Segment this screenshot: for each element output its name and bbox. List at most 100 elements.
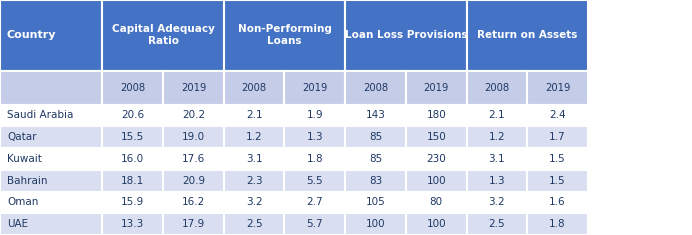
Bar [466,213,527,235]
Bar [527,213,588,235]
Bar [224,70,284,105]
Text: Kuwait: Kuwait [7,154,42,164]
Bar [466,0,588,70]
Bar [224,0,345,70]
Bar [406,70,466,105]
Text: Bahrain: Bahrain [7,176,48,186]
Text: 1.6: 1.6 [549,197,566,208]
Bar [406,105,466,126]
Text: 1.5: 1.5 [549,154,566,164]
Text: 1.5: 1.5 [549,176,566,186]
Bar [284,105,345,126]
Bar [466,192,527,213]
Text: Oman: Oman [7,197,38,208]
Text: 5.7: 5.7 [307,219,323,229]
Text: 2019: 2019 [181,82,206,93]
Bar [0,213,102,235]
Text: 2.5: 2.5 [246,219,262,229]
Text: 100: 100 [365,219,385,229]
Text: 17.9: 17.9 [182,219,205,229]
Bar [284,192,345,213]
Bar [224,170,284,192]
Text: 2008: 2008 [120,82,145,93]
Bar [0,192,102,213]
Text: 20.6: 20.6 [121,110,145,121]
Bar [102,192,163,213]
Bar [345,213,406,235]
Bar [527,105,588,126]
Text: 1.3: 1.3 [489,176,505,186]
Text: 2019: 2019 [424,82,449,93]
Text: 85: 85 [369,154,382,164]
Bar [163,170,224,192]
Bar [0,70,102,105]
Text: 85: 85 [369,132,382,142]
Bar [345,170,406,192]
Text: 2.4: 2.4 [549,110,566,121]
Bar [163,105,224,126]
Bar [466,70,527,105]
Text: 1.8: 1.8 [549,219,566,229]
Bar [0,126,102,148]
Bar [527,170,588,192]
Text: 13.3: 13.3 [121,219,145,229]
Text: 3.1: 3.1 [489,154,505,164]
Text: 1.7: 1.7 [549,132,566,142]
Text: 100: 100 [426,219,446,229]
Bar [0,148,102,170]
Bar [102,105,163,126]
Bar [102,126,163,148]
Bar [406,148,466,170]
Bar [345,148,406,170]
Bar [466,148,527,170]
Bar [406,126,466,148]
Text: 20.9: 20.9 [182,176,205,186]
Text: 2.7: 2.7 [307,197,323,208]
Bar [224,192,284,213]
Text: 5.5: 5.5 [307,176,323,186]
Bar [163,148,224,170]
Text: 18.1: 18.1 [121,176,145,186]
Bar [102,148,163,170]
Bar [102,70,163,105]
Text: 1.2: 1.2 [489,132,505,142]
Text: 20.2: 20.2 [182,110,205,121]
Bar [102,170,163,192]
Text: 2008: 2008 [363,82,388,93]
Bar [345,0,466,70]
Text: 3.1: 3.1 [246,154,262,164]
Bar [163,70,224,105]
Bar [0,0,102,70]
Text: 19.0: 19.0 [182,132,205,142]
Text: 2008: 2008 [242,82,266,93]
Text: Capital Adequacy
Ratio: Capital Adequacy Ratio [111,24,215,46]
Text: 2019: 2019 [545,82,570,93]
Text: 2.3: 2.3 [246,176,262,186]
Text: 3.2: 3.2 [489,197,505,208]
Bar [406,170,466,192]
Text: 83: 83 [369,176,382,186]
Text: Saudi Arabia: Saudi Arabia [7,110,73,121]
Bar [345,126,406,148]
Bar [102,213,163,235]
Text: 150: 150 [426,132,446,142]
Bar [406,213,466,235]
Bar [163,192,224,213]
Bar [224,213,284,235]
Bar [527,126,588,148]
Text: 16.2: 16.2 [182,197,205,208]
Bar [224,105,284,126]
Bar [0,170,102,192]
Text: 1.2: 1.2 [246,132,262,142]
Bar [163,126,224,148]
Text: 1.9: 1.9 [307,110,323,121]
Bar [466,126,527,148]
Text: Country: Country [7,30,57,40]
Text: 1.3: 1.3 [307,132,323,142]
Text: Non-Performing
Loans: Non-Performing Loans [237,24,331,46]
Text: Return on Assets: Return on Assets [477,30,577,40]
Text: 2.1: 2.1 [246,110,262,121]
Text: Qatar: Qatar [7,132,37,142]
Text: 105: 105 [365,197,385,208]
Text: 2.1: 2.1 [489,110,505,121]
